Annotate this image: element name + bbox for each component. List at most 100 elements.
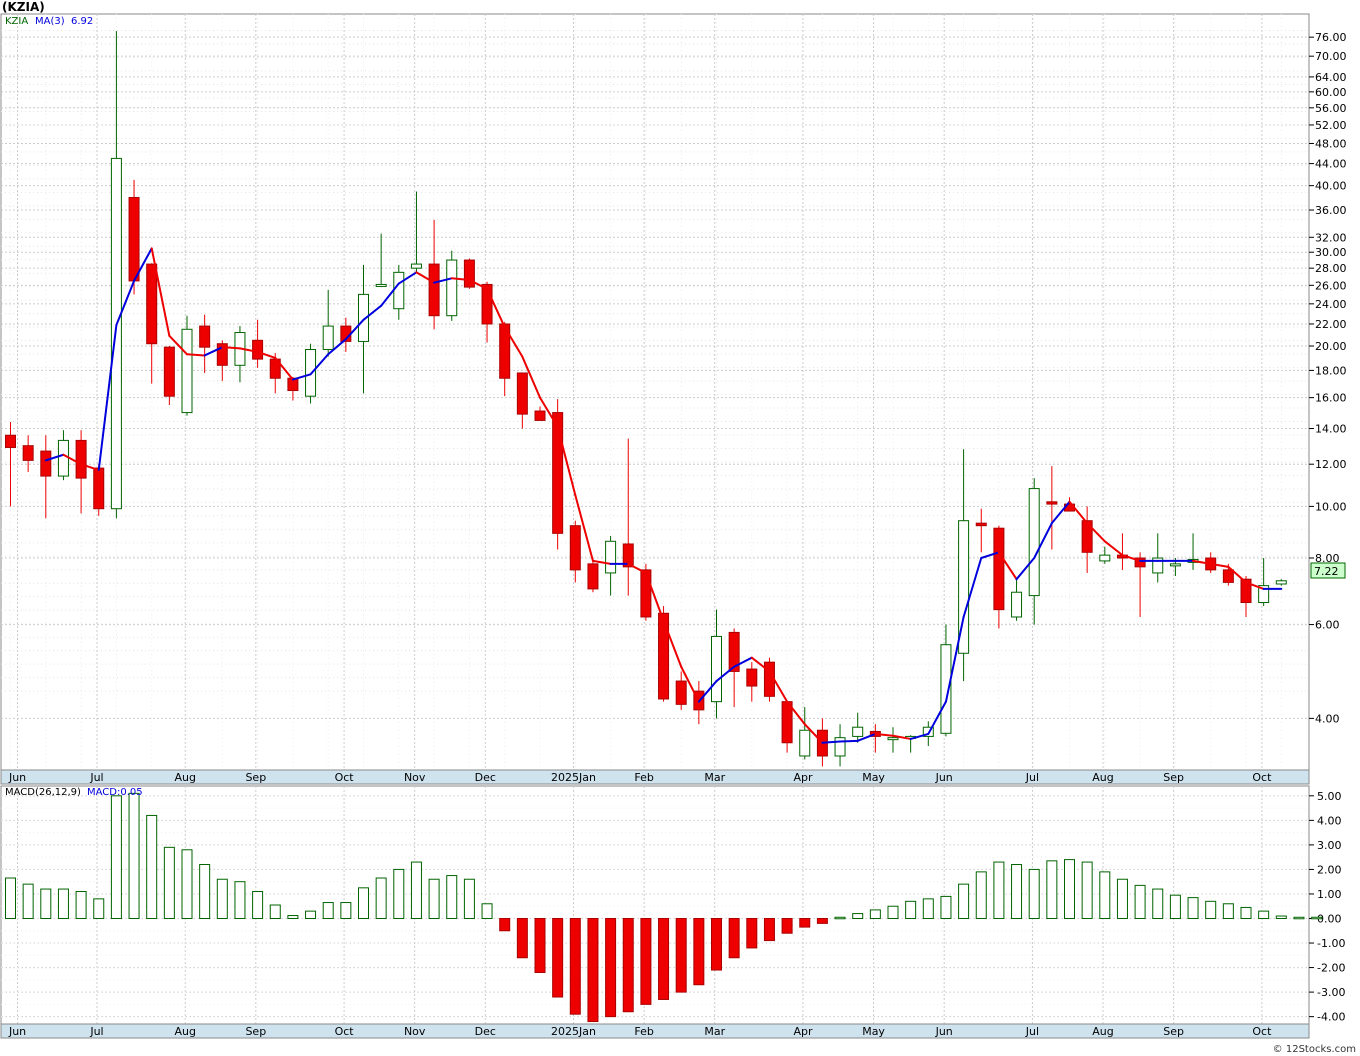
candle-body-down [975, 522, 987, 527]
ma-segment [150, 247, 171, 337]
price-candles [5, 31, 1287, 767]
candle [163, 346, 175, 405]
ma-segment [1033, 522, 1053, 560]
macd-bar-positive [852, 913, 864, 919]
ma-segment [44, 453, 65, 462]
price-tick-label: 20.00 [1315, 340, 1347, 353]
macd-bar-positive [1311, 916, 1323, 920]
price-tick-label: 16.00 [1315, 392, 1347, 405]
ma-segment [733, 656, 753, 668]
candle-body-up [958, 520, 970, 654]
ma-segment [221, 346, 241, 350]
macd-month-labels: Jun Jul Aug Sep Oct Nov Dec 2025Jan Feb Mar Apr May… [8, 1025, 1272, 1038]
candle [1258, 558, 1270, 607]
ma-segment [1015, 557, 1036, 581]
candle [75, 430, 87, 514]
legend-ma-value: 6.92 [71, 16, 93, 27]
macd-bar-positive [1046, 860, 1058, 919]
macd-bar-positive [940, 895, 952, 919]
candle [552, 399, 564, 550]
macd-tick-label: -3.00 [1317, 986, 1345, 999]
ma-segment [327, 338, 347, 356]
macd-plot-frame [0, 785, 1310, 1025]
macd-month-label: Jul [1025, 1025, 1039, 1038]
candle-body-down [93, 467, 105, 510]
candle [410, 191, 422, 273]
price-month-label: Aug [174, 771, 195, 784]
macd-bar-negative [728, 917, 740, 959]
ma-segment [380, 282, 400, 307]
footer-credit: © 12Stocks.com [1273, 1044, 1356, 1055]
candle-body-up [1028, 488, 1040, 597]
price-tick-label: 24.00 [1315, 298, 1347, 311]
candle-body-up [358, 293, 369, 342]
macd-month-label: Jun [935, 1025, 953, 1038]
price-tick-label: 12.00 [1315, 458, 1347, 471]
macd-bar-negative [816, 917, 828, 924]
candle-body-down [587, 563, 599, 590]
candle-body-up [605, 540, 617, 574]
macd-bar-positive [922, 898, 934, 919]
candle-body-down [675, 680, 687, 705]
price-month-label: Mar [704, 771, 725, 784]
price-tick-label: 22.00 [1315, 318, 1347, 331]
candle-body-down [146, 263, 158, 345]
ma-segment [644, 571, 665, 622]
price-month-label: Feb [634, 771, 653, 784]
macd-bar-positive [410, 861, 422, 919]
candle-body-up [375, 283, 387, 287]
ma-segment [662, 619, 683, 668]
ma-segment [892, 734, 912, 740]
candle [711, 609, 722, 719]
macd-bar-negative [569, 917, 581, 1015]
candle-body-down [252, 339, 264, 360]
candle-body-down [1046, 501, 1058, 505]
candle-body-up [834, 737, 846, 757]
price-tick-label: 28.00 [1315, 262, 1347, 275]
candle [975, 508, 987, 553]
macd-bar-positive [57, 888, 69, 919]
candle [22, 435, 34, 473]
ma-segment [680, 665, 700, 703]
price-month-label: Oct [335, 771, 355, 784]
price-tick-label: 32.00 [1315, 231, 1347, 244]
macd-bar-positive [887, 905, 899, 919]
candle-body-down [552, 412, 564, 534]
ma-segment [874, 732, 894, 737]
candle [763, 657, 775, 702]
candle-body-up [1258, 585, 1270, 604]
candle-body-up [887, 737, 899, 741]
candle-body-up [922, 726, 934, 737]
ma-segment [856, 732, 877, 742]
ma-segment [133, 247, 153, 282]
price-month-label: Jun [935, 771, 953, 784]
candle [852, 712, 864, 743]
price-tick-label: 70.00 [1315, 50, 1347, 63]
price-tick-label: 60.00 [1315, 86, 1347, 99]
macd-bar-positive [1240, 906, 1252, 919]
price-tick-label: 76.00 [1315, 31, 1347, 44]
candle-body-up [393, 271, 405, 310]
macd-bar-negative [622, 917, 634, 1013]
macd-month-label: Nov [404, 1025, 426, 1038]
candle [128, 179, 140, 295]
macd-bar-positive [834, 916, 846, 920]
ma-segment [468, 279, 489, 290]
ma-segment [238, 347, 259, 353]
candle [622, 438, 634, 596]
price-month-label: 2025Jan [551, 771, 596, 784]
candle-body-up [940, 644, 952, 734]
price-month-label: Jul [1025, 771, 1039, 784]
candle [887, 727, 899, 753]
macd-tick-label: -1.00 [1317, 937, 1345, 950]
candle [1134, 552, 1146, 617]
macd-bar-positive [463, 878, 475, 919]
macd-bar-positive [1152, 888, 1164, 919]
macd-bar-positive [993, 861, 1005, 919]
macd-month-label: Apr [793, 1025, 813, 1038]
macd-bar-positive [5, 877, 16, 919]
candle-body-up [322, 325, 334, 351]
candle-body-down [5, 434, 16, 448]
price-tick-label: 6.00 [1315, 619, 1340, 632]
macd-bar-positive [146, 814, 158, 919]
